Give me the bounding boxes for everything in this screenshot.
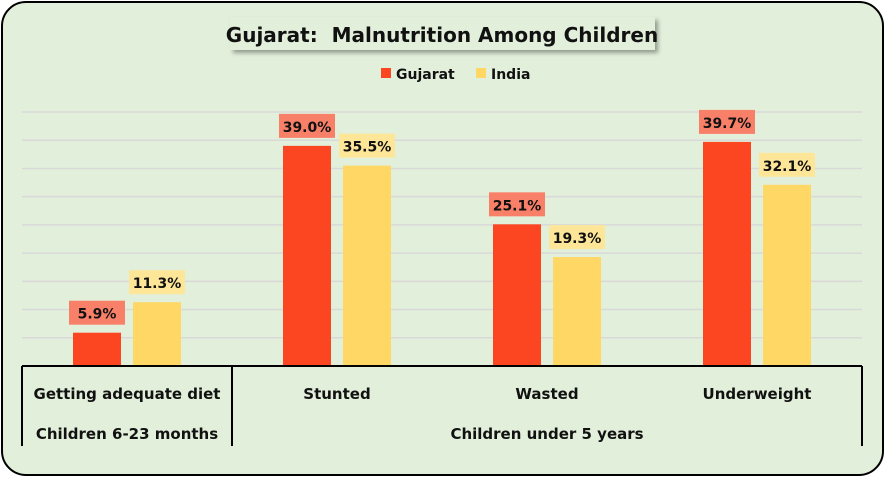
legend-label-gujarat: Gujarat (396, 67, 455, 83)
bar-india (133, 302, 181, 366)
x-tick-label: Getting adequate diet (34, 385, 221, 403)
x-group-label: Children under 5 years (450, 425, 643, 443)
data-label: 25.1% (493, 198, 542, 214)
chart-title: Gujarat: Malnutrition Among Children (226, 23, 658, 47)
bar-gujarat (703, 141, 751, 366)
data-label: 11.3% (133, 276, 182, 292)
data-label-bg (279, 113, 335, 138)
bar-gujarat (493, 224, 541, 366)
data-label: 32.1% (763, 159, 812, 175)
title-box (230, 17, 655, 50)
data-label-bg (129, 270, 185, 295)
data-label-bg (699, 109, 755, 134)
data-label-bg (339, 133, 395, 158)
data-label-bg (489, 192, 545, 217)
x-group-label: Children 6-23 months (36, 425, 218, 443)
data-label: 39.0% (283, 120, 332, 136)
data-label-bg (759, 152, 815, 177)
legend-swatch-gujarat (381, 68, 391, 78)
data-label-bg (69, 300, 125, 325)
data-label: 5.9% (78, 307, 117, 323)
bar-india (343, 165, 391, 366)
legend: Gujarat India (381, 67, 530, 83)
bar-india (553, 257, 601, 366)
bar-india (763, 184, 811, 366)
legend-swatch-india (476, 68, 486, 78)
bar-gujarat (73, 332, 121, 366)
data-label: 39.7% (703, 116, 752, 132)
legend-label-india: India (491, 67, 530, 83)
data-label: 35.5% (343, 140, 392, 156)
x-tick-label: Stunted (303, 385, 370, 403)
x-tick-label: Wasted (515, 385, 578, 403)
data-label: 19.3% (553, 231, 602, 247)
bar-gujarat (283, 145, 331, 366)
data-label-bg (549, 225, 605, 250)
x-tick-label: Underweight (703, 385, 812, 403)
